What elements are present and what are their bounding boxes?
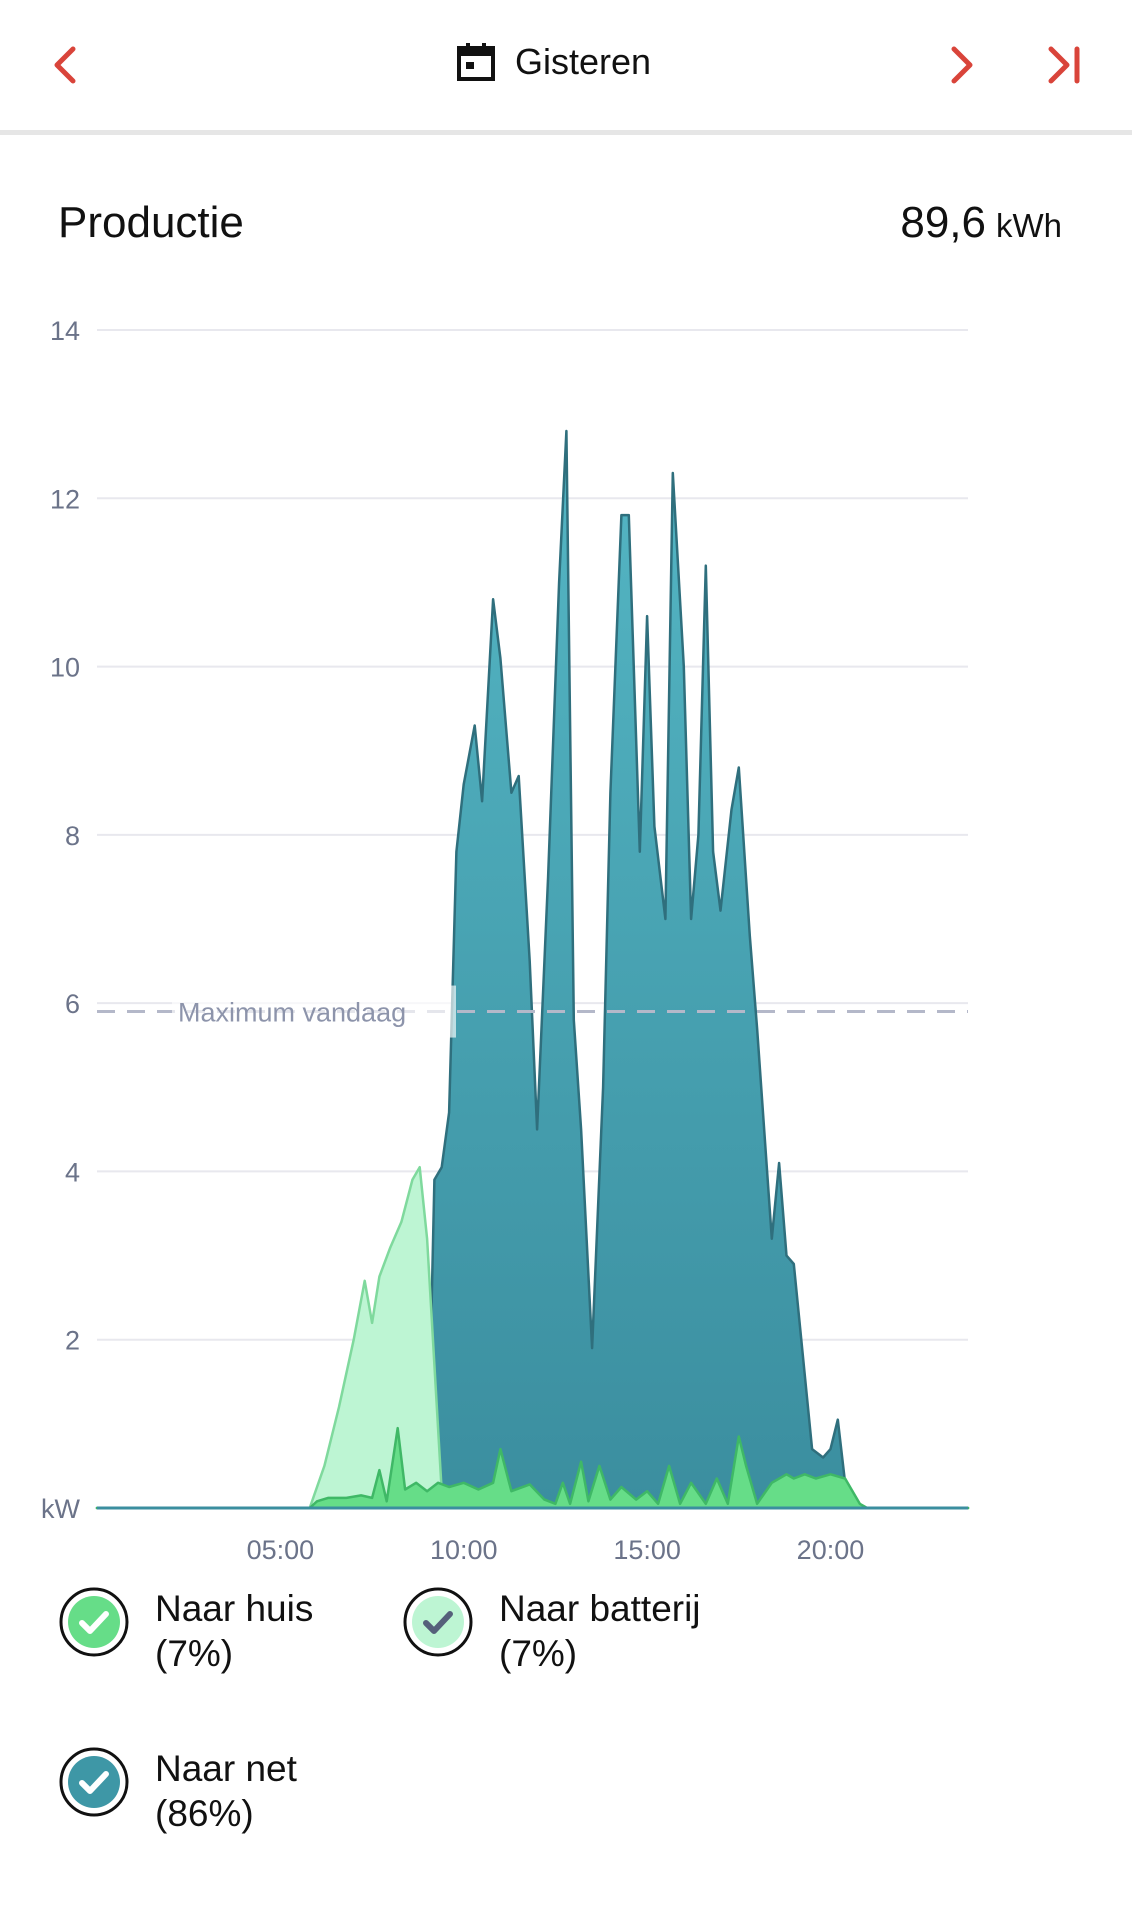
production-chart: 14 12 10 8 6 4 2 kW Maximum vandaag 05:00 10:00 15:… — [41, 316, 970, 1565]
calendar-icon — [457, 43, 495, 81]
check-circle-icon — [59, 1587, 129, 1657]
legend-percent: (7%) — [499, 1633, 578, 1674]
next-day-button[interactable] — [932, 35, 992, 95]
y-tick-label: 8 — [65, 821, 80, 851]
y-tick-label: 14 — [50, 316, 80, 346]
skip-to-end-icon — [1048, 46, 1080, 84]
y-tick-label: 4 — [65, 1157, 80, 1187]
legend-label: Naar huis — [155, 1588, 314, 1629]
legend-item-naar-huis[interactable]: Naar huis (7%) — [58, 1586, 313, 1676]
last-day-button[interactable] — [1035, 35, 1095, 95]
max-today-label-bg — [172, 985, 456, 1038]
y-tick-label: 6 — [65, 989, 80, 1019]
legend-percent: (86%) — [155, 1793, 254, 1834]
legend-item-naar-net[interactable]: Naar net (86%) — [58, 1746, 297, 1836]
x-tick-label: 05:00 — [247, 1535, 315, 1565]
max-today-label: Maximum vandaag — [178, 998, 406, 1028]
series-area-naar-net — [95, 429, 970, 1510]
date-label: Gisteren — [515, 41, 652, 82]
production-total-value: 89,6 — [900, 198, 986, 247]
previous-day-button[interactable] — [35, 35, 95, 95]
y-unit-label: kW — [41, 1494, 81, 1524]
date-selector[interactable]: Gisteren — [455, 32, 651, 92]
check-circle-icon — [403, 1587, 473, 1657]
legend-item-naar-batterij[interactable]: Naar batterij (7%) — [402, 1586, 701, 1676]
x-tick-label: 15:00 — [613, 1535, 681, 1565]
legend-percent: (7%) — [155, 1633, 234, 1674]
production-total: 89,6 kWh — [900, 198, 1062, 248]
y-tick-label: 10 — [50, 653, 80, 683]
x-tick-label: 20:00 — [797, 1535, 865, 1565]
production-total-unit: kWh — [996, 207, 1062, 244]
legend-label: Naar batterij — [499, 1588, 701, 1629]
check-circle-icon — [59, 1747, 129, 1817]
x-tick-label: 10:00 — [430, 1535, 498, 1565]
y-tick-label: 2 — [65, 1326, 80, 1356]
y-tick-label: 12 — [50, 484, 80, 514]
chevron-left-icon — [54, 46, 76, 84]
top-navigation-bar: Gisteren — [0, 0, 1132, 135]
production-title: Productie — [58, 198, 244, 247]
chevron-right-icon — [951, 46, 973, 84]
series-area-naar-huis — [95, 1426, 970, 1510]
legend-label: Naar net — [155, 1748, 297, 1789]
